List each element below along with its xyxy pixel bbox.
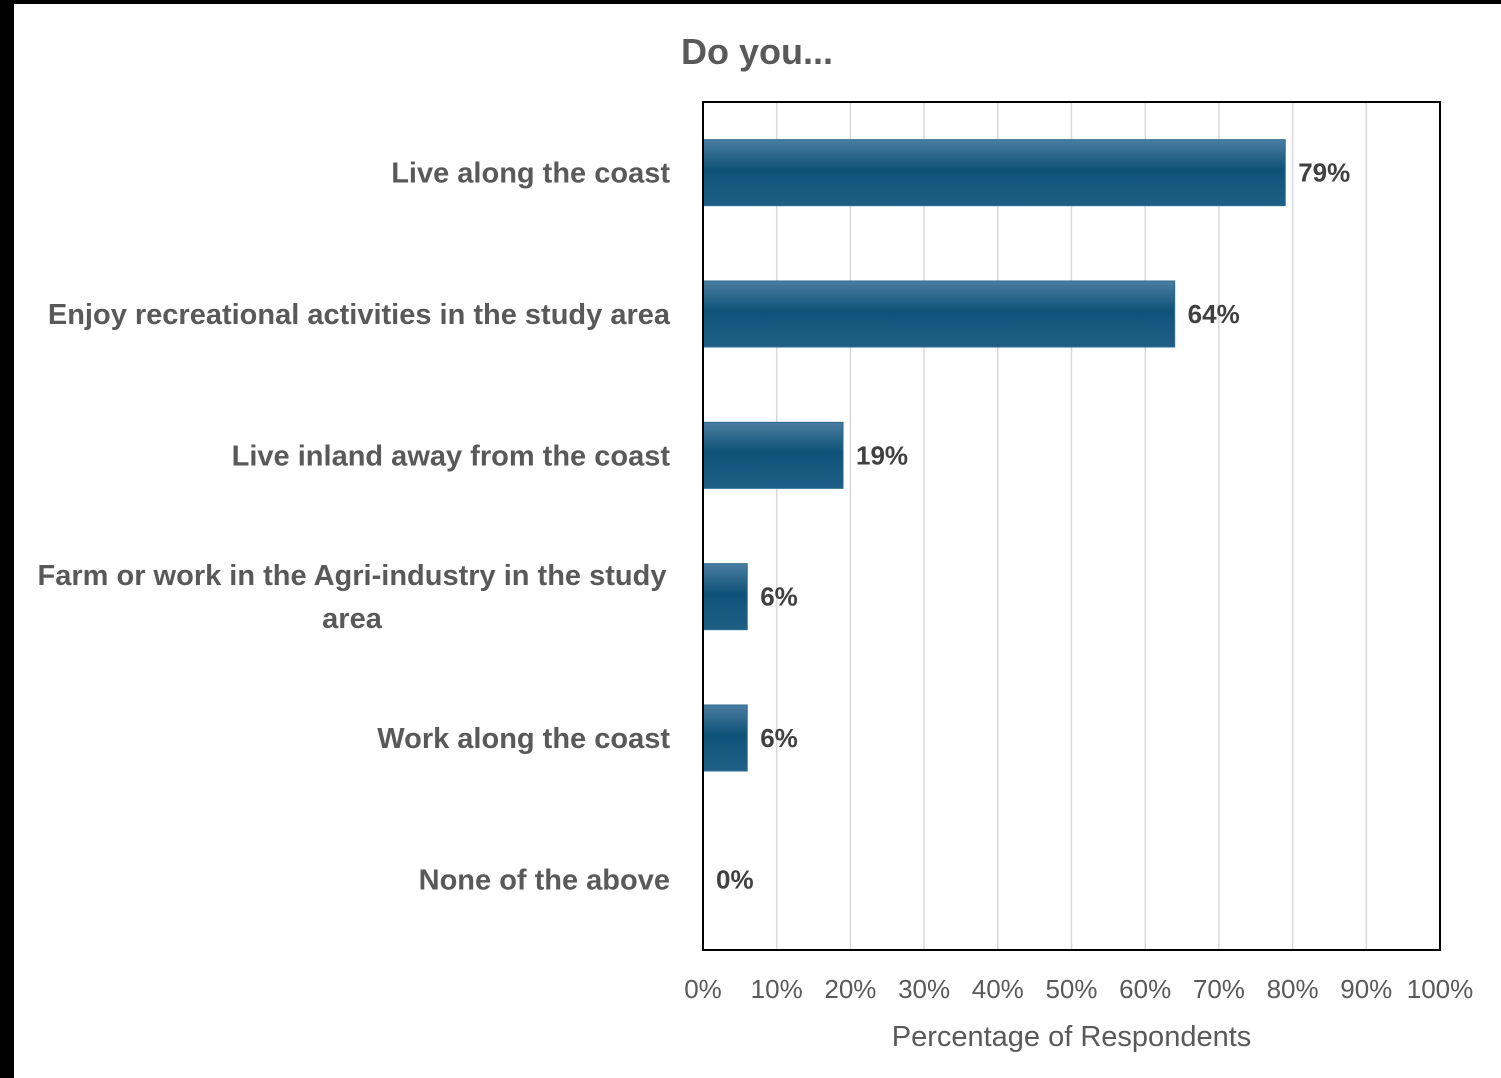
bar-4 (702, 704, 748, 772)
category-label-3: Farm or work in the Agri-industry in the… (38, 560, 667, 635)
category-label-2: Live inland away from the coast (232, 440, 671, 472)
data-label-2: 19% (856, 440, 908, 470)
gridlines (775, 102, 1368, 950)
data-label-4: 6% (760, 723, 798, 753)
x-axis-title: Percentage of Respondents (892, 1021, 1252, 1053)
bar-chart: Do you... Live along the coast Enjoy recr… (38, 31, 1474, 1053)
data-label-1: 64% (1188, 299, 1240, 329)
plot-area-border (702, 101, 1441, 951)
x-tick-label-40: 40% (972, 974, 1024, 1004)
data-label-0: 79% (1298, 158, 1350, 188)
chart-title: Do you... (681, 31, 833, 72)
data-label-5: 0% (716, 864, 754, 894)
x-tick-label-100: 100% (1407, 974, 1474, 1004)
category-label-4: Work along the coast (377, 723, 670, 755)
x-tick-label-30: 30% (898, 974, 950, 1004)
x-tick-label-50: 50% (1045, 974, 1097, 1004)
x-tick-label-60: 60% (1119, 974, 1171, 1004)
x-tick-label-0: 0% (684, 974, 722, 1004)
chart-panel: Do you... Live along the coast Enjoy recr… (14, 4, 1501, 1078)
category-labels: Live along the coast Enjoy recreational a… (38, 158, 671, 897)
bars (702, 139, 1286, 772)
category-label-1: Enjoy recreational activities in the stu… (48, 299, 671, 331)
category-label-0: Live along the coast (391, 158, 670, 190)
x-tick-label-10: 10% (751, 974, 803, 1004)
category-label-3-line-0: Farm or work in the Agri-industry in the… (38, 560, 667, 592)
bar-3 (702, 563, 748, 631)
data-label-3: 6% (760, 582, 798, 612)
category-label-5: None of the above (419, 864, 670, 896)
bar-0 (702, 139, 1286, 207)
x-tick-labels: 0% 10% 20% 30% 40% 50% 60% 70% 80% 90% 100% (684, 974, 1473, 1004)
x-tick-label-90: 90% (1340, 974, 1392, 1004)
category-label-3-line-1: area (322, 603, 383, 635)
x-tick-label-80: 80% (1267, 974, 1319, 1004)
x-tick-label-70: 70% (1193, 974, 1245, 1004)
x-tick-label-20: 20% (824, 974, 876, 1004)
bar-1 (702, 280, 1176, 348)
data-labels: 79% 64% 19% 6% 6% 0% (716, 158, 1350, 895)
bar-2 (702, 421, 844, 489)
